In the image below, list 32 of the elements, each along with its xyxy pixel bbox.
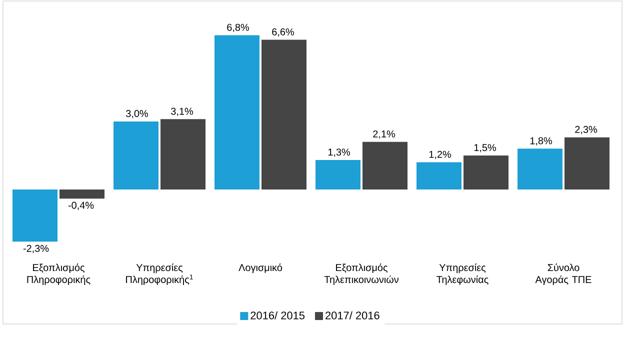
x-tick-label: Εξοπλισμός Τηλεπικοινωνιών <box>324 264 398 286</box>
data-label: 3,0% <box>126 110 148 118</box>
x-tick-label: Υπηρεσίες Τηλεφωνίας <box>436 264 488 286</box>
legend-label: 2016/ 2015 <box>250 311 305 320</box>
x-tick-label: Εξοπλισμός Πληροφορικής <box>27 264 90 286</box>
bar <box>214 35 260 190</box>
bar <box>59 190 104 199</box>
bar <box>12 190 58 242</box>
bar <box>316 160 361 190</box>
data-label: -2,3% <box>23 244 49 254</box>
data-label: 1,8% <box>530 137 552 146</box>
bar <box>564 137 610 190</box>
bar <box>518 148 563 190</box>
x-tick-label: Λογισμικό <box>238 264 282 274</box>
data-label: 2,1% <box>373 130 396 139</box>
bar <box>261 40 306 190</box>
bar <box>114 121 159 190</box>
data-label: 2,3% <box>575 126 598 134</box>
bar <box>416 162 462 190</box>
data-label: 1,5% <box>474 144 496 152</box>
x-tick-label: Σύνολο Αγοράς ΤΠΕ <box>535 264 592 286</box>
data-label: -0,4% <box>68 202 94 210</box>
legend-label: 2017/ 2016 <box>326 311 380 320</box>
data-label: 6,6% <box>272 28 294 37</box>
data-label: 1,3% <box>328 148 350 157</box>
data-label: 1,2% <box>429 150 452 160</box>
data-label: 6,8% <box>227 24 250 32</box>
bar <box>362 142 408 190</box>
bar <box>464 155 508 190</box>
data-label: 3,1% <box>171 108 194 116</box>
x-tick-label: Υπηρεσίες Πληροφορικής$^{1}$ <box>126 264 193 286</box>
bar <box>160 119 206 190</box>
